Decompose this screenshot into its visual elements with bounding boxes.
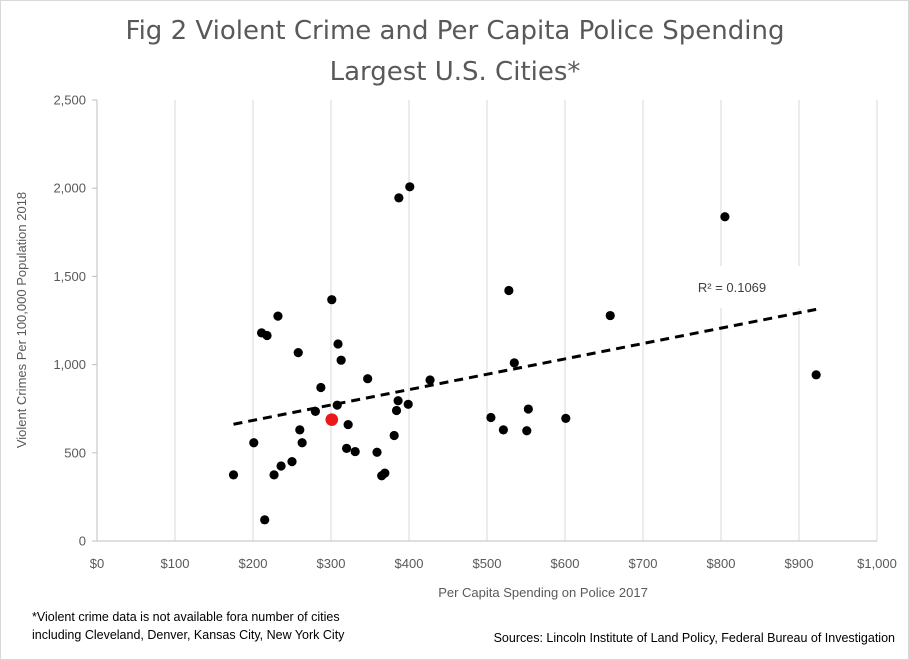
- data-point: [372, 447, 382, 457]
- x-tick-label: $800: [707, 556, 736, 571]
- data-point: [811, 370, 821, 380]
- y-tick-label: 1,500: [53, 269, 86, 284]
- y-tick-label: 0: [79, 534, 86, 549]
- x-axis-title: Per Capita Spending on Police 2017: [438, 585, 648, 600]
- sources-note: Sources: Lincoln Institute of Land Polic…: [493, 631, 895, 645]
- data-point: [287, 457, 297, 467]
- data-point: [561, 413, 571, 424]
- data-point: [394, 193, 404, 203]
- x-tick-label: $200: [239, 556, 268, 571]
- data-point: [293, 348, 303, 358]
- data-point: [228, 470, 239, 480]
- data-point: [391, 405, 402, 416]
- data-point: [363, 374, 373, 384]
- data-point: [504, 285, 514, 296]
- data-point: [310, 406, 320, 416]
- highlighted-data-point: [325, 413, 339, 426]
- r-squared-annotation: R² = 0.1069: [660, 266, 800, 308]
- data-point: [343, 419, 353, 430]
- data-point: [405, 182, 415, 192]
- data-point: [350, 446, 360, 457]
- data-point: [380, 468, 390, 478]
- data-point: [393, 396, 403, 406]
- data-point: [262, 330, 272, 341]
- data-point: [720, 212, 730, 222]
- data-point: [486, 412, 496, 423]
- data-point: [605, 310, 615, 321]
- x-tick-label: $100: [161, 556, 190, 571]
- data-point: [327, 295, 337, 305]
- data-point: [332, 400, 342, 410]
- y-tick-label: 1,000: [53, 357, 86, 372]
- y-tick-label: 2,000: [53, 181, 86, 196]
- r-squared-label: R² = 0.1069: [698, 280, 766, 295]
- trendline: [233, 307, 817, 426]
- data-point: [273, 311, 283, 321]
- footnote: *Violent crime data is not available for…: [32, 608, 344, 644]
- data-point: [316, 382, 326, 393]
- data-point: [522, 426, 532, 436]
- x-tick-label: $1,000: [857, 556, 897, 571]
- chart-title-line-2: Largest U.S. Cities*: [330, 57, 581, 87]
- x-tick-label: $500: [473, 556, 502, 571]
- data-point: [389, 430, 399, 441]
- x-tick-label: $900: [785, 556, 814, 571]
- data-point: [425, 375, 435, 385]
- trendline-group: [233, 307, 817, 426]
- data-point: [295, 425, 305, 435]
- data-point: [498, 425, 508, 435]
- footnote-line-2: including Cleveland, Denver, Kansas City…: [32, 628, 345, 642]
- y-axis-title: Violent Crimes Per 100,000 Population 20…: [14, 192, 29, 448]
- data-point: [249, 438, 259, 448]
- gridlines: [96, 100, 878, 541]
- data-point: [333, 339, 343, 349]
- data-point: [523, 404, 533, 414]
- data-point: [403, 399, 413, 409]
- x-tick-label: $0: [90, 556, 104, 571]
- annotation-box: [660, 266, 800, 308]
- data-point: [336, 355, 346, 365]
- x-tick-label: $600: [551, 556, 580, 571]
- chart-title-line-1: Fig 2 Violent Crime and Per Capita Polic…: [126, 16, 785, 46]
- data-point: [342, 443, 352, 453]
- data-point: [260, 515, 270, 525]
- data-point: [276, 461, 286, 471]
- data-point: [509, 358, 519, 368]
- data-point: [269, 470, 279, 480]
- footnote-line-1: *Violent crime data is not available for…: [32, 610, 340, 624]
- axes: $0 $100 $200 $300 $400 $500 $600 $700 $800 $900 $1…: [53, 93, 896, 572]
- y-tick-label: 500: [64, 445, 86, 460]
- data-point: [297, 438, 307, 448]
- y-tick-label: 2,500: [53, 93, 86, 108]
- x-tick-label: $400: [395, 556, 424, 571]
- x-tick-label: $700: [629, 556, 658, 571]
- data-points: [228, 182, 821, 525]
- x-tick-label: $300: [317, 556, 346, 571]
